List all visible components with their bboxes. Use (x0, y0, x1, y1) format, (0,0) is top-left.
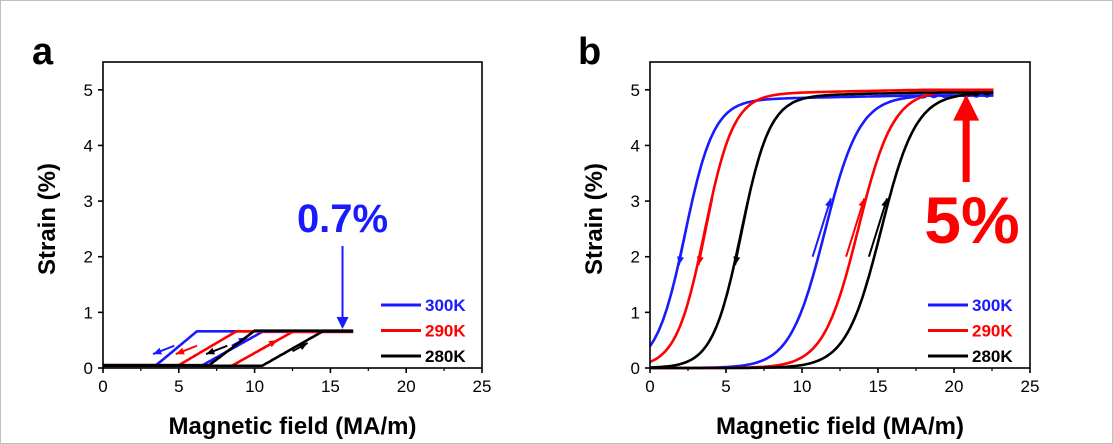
panel-a-x-tick-label: 25 (473, 377, 492, 396)
panel-b-legend-label-300K: 300K (972, 296, 1013, 315)
panel-b-arrow-down-280K-head (733, 256, 741, 266)
panel-b-x-tick-label: 25 (1021, 377, 1040, 396)
panel-b-x-tick-label: 15 (869, 377, 888, 396)
panel-b-x-tick-label: 20 (945, 377, 964, 396)
panel-b-arrow-down-290K-shaft (697, 198, 714, 266)
panel-a-annotation-arrow-head (336, 317, 349, 330)
panel-a-x-tick-label: 5 (174, 377, 183, 396)
panel-a-annotation-text: 0.7% (297, 197, 388, 241)
panel-b-annotation-arrow-head (953, 94, 980, 121)
panel-a-legend-label-290K: 290K (425, 322, 466, 341)
panel-b-curve-down-280K (649, 91, 994, 369)
panel-b-arrow-up-290K-head (858, 198, 866, 208)
panel-b-label: b (578, 31, 601, 73)
panel-b-arrow-down-280K-shaft (734, 198, 750, 266)
panel-a-arrow-up-290K-head (268, 340, 278, 348)
panel-b-y-tick-label: 2 (631, 248, 640, 267)
panel-b-y-tick-label: 5 (631, 81, 640, 100)
panel-b-arrow-up-280K-shaft (867, 198, 889, 258)
panel-b-x-axis-label: Magnetic field (MA/m) (716, 413, 964, 440)
panel-b-x-tick-label: 0 (645, 377, 654, 396)
panel-b-annotation-text: 5% (924, 183, 1019, 257)
panel-b-y-tick-label: 3 (631, 192, 640, 211)
panel-a-y-tick-label: 2 (84, 248, 93, 267)
panel-b-arrow-up-300K-shaft (811, 198, 832, 258)
panel-b-arrow-up-300K-head (825, 198, 832, 208)
panel-a-arrow-down-300K-head (153, 347, 163, 355)
panel-b-x-tick-label: 10 (793, 377, 812, 396)
panel-a-legend-label-300K: 300K (425, 296, 466, 315)
panel-a-arrow-down-280K-head (206, 347, 216, 355)
panel-a-x-tick-label: 20 (397, 377, 416, 396)
panel-b-arrow-up-280K-head (881, 198, 888, 208)
panel-b-arrow-up-290K-shaft (845, 198, 866, 258)
panel-b-arrow-down-290K-head (696, 256, 704, 266)
panel-a-y-axis-label: Strain (%) (34, 163, 61, 275)
panel-a-legend-label-280K: 280K (425, 347, 466, 366)
panel-a-arrow-down-290K-head (175, 347, 185, 355)
panel-b-y-tick-label: 1 (631, 303, 640, 322)
panel-a-label: a (32, 31, 54, 73)
panel-b-legend-label-280K: 280K (972, 347, 1013, 366)
panel-a-y-tick-label: 4 (84, 136, 93, 155)
panel-a-x-tick-label: 0 (98, 377, 107, 396)
panel-b-arrow-down-300K-shaft (677, 198, 694, 266)
panel-a-y-tick-label: 1 (84, 303, 93, 322)
panel-a-x-axis-label: Magnetic field (MA/m) (168, 413, 416, 440)
panel-a-x-tick-label: 10 (245, 377, 264, 396)
panel-b-arrow-down-300K-head (677, 256, 684, 266)
panel-b-curve-down-300K (648, 94, 994, 347)
panel-b-y-tick-label: 0 (631, 359, 640, 378)
panel-b-y-axis-label: Strain (%) (581, 163, 608, 275)
panel-a-arrow-up-280K-head (298, 342, 308, 351)
panel-b-y-tick-label: 4 (631, 136, 640, 155)
panel-a-y-tick-label: 0 (84, 359, 93, 378)
panel-a-y-tick-label: 5 (84, 81, 93, 100)
panel-b-x-tick-label: 5 (721, 377, 730, 396)
panel-b-legend-label-290K: 290K (972, 322, 1013, 341)
panel-a-x-tick-label: 15 (321, 377, 340, 396)
panel-a-curve-down-280K (103, 329, 354, 367)
panel-a-y-tick-label: 3 (84, 192, 93, 211)
